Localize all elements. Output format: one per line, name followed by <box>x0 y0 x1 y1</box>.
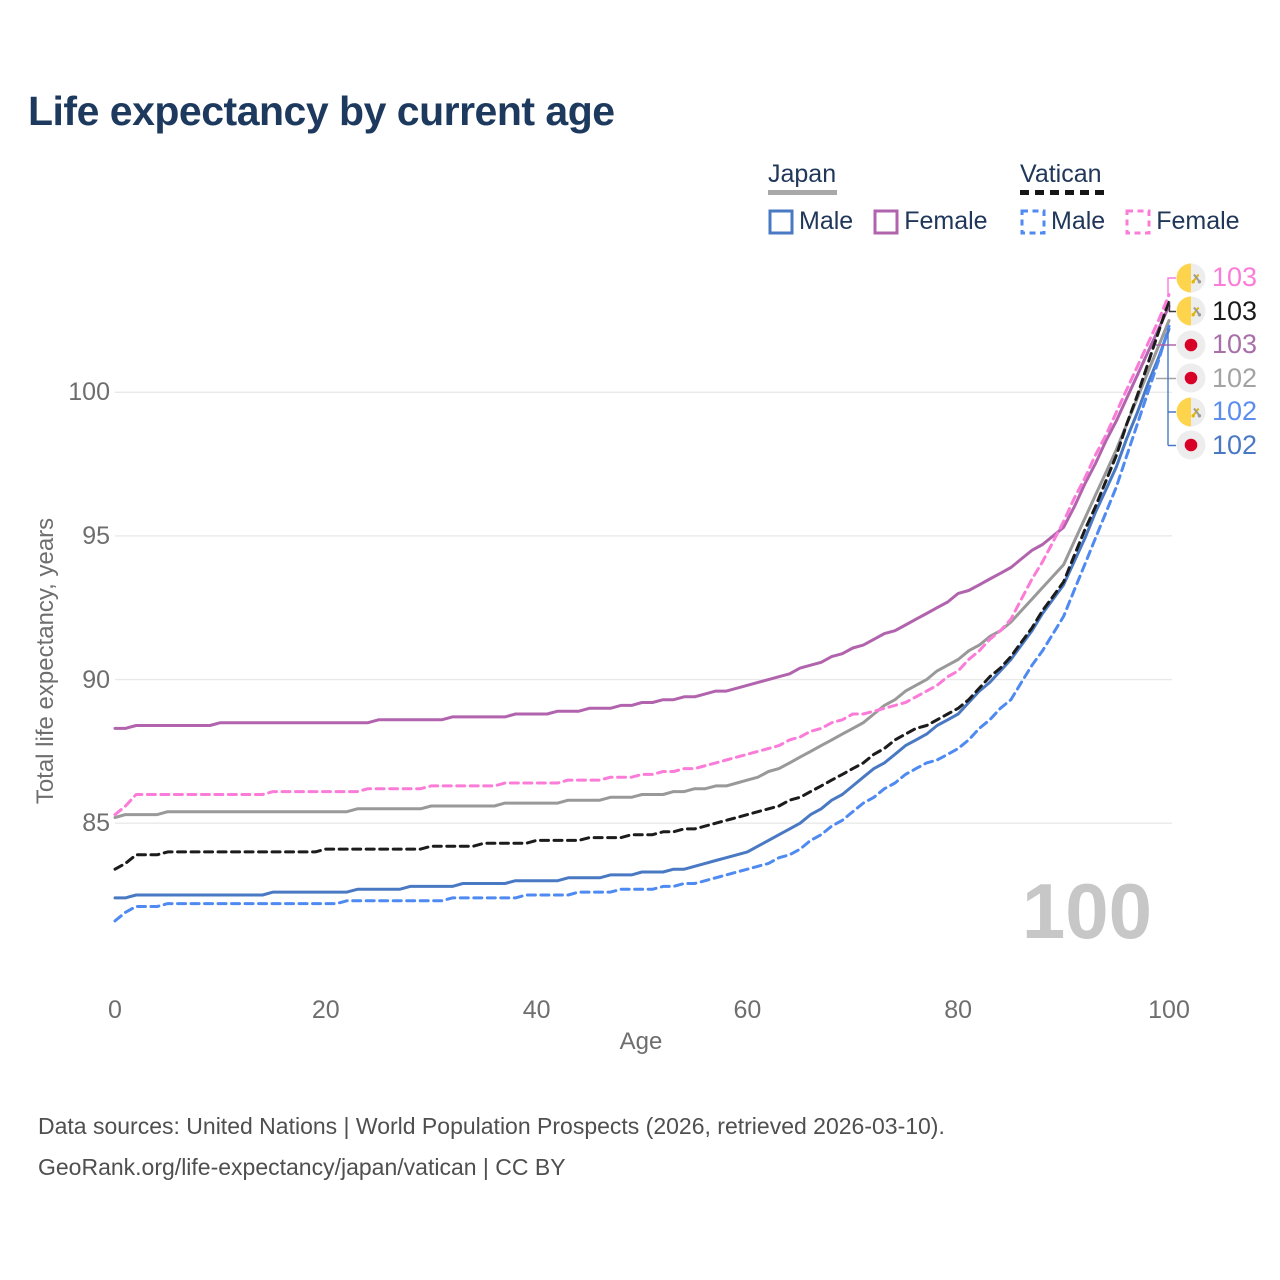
legend-swatch <box>1020 209 1046 234</box>
y-tick-85: 85 <box>82 809 110 838</box>
legend-swatch <box>768 209 794 234</box>
leader-line <box>1167 277 1176 297</box>
line-japan-female[interactable] <box>113 304 1171 730</box>
end-label-japan-female: 103 <box>1176 329 1257 360</box>
legend-country-underline <box>768 190 837 195</box>
y-tick-100: 100 <box>68 378 110 407</box>
y-tick-90: 90 <box>82 665 110 694</box>
legend-group-vatican: Vatican Male Female <box>1020 161 1240 236</box>
data-sources-line: Data sources: United Nations | World Pop… <box>38 1113 945 1139</box>
end-value: 102 <box>1212 396 1258 426</box>
legend-item-japan-male[interactable]: Male <box>768 207 853 236</box>
end-value: 103 <box>1212 295 1258 326</box>
x-tick-40: 40 <box>522 996 551 1024</box>
legend-item-japan-female[interactable]: Female <box>873 207 988 236</box>
japan-flag-icon <box>1176 363 1206 393</box>
legend-item-vatican-female[interactable]: Female <box>1125 207 1240 236</box>
end-label-vatican-male: 102 <box>1176 396 1257 427</box>
legend-item-label: Male <box>799 207 854 235</box>
page-title: Life expectancy by current age <box>28 88 615 134</box>
japan-flag-icon <box>1176 430 1206 460</box>
x-axis-label: Age <box>619 1028 663 1055</box>
end-label-vatican-female: 103 <box>1176 262 1257 293</box>
legend-swatch <box>1125 209 1151 234</box>
vatican-flag-icon <box>1176 296 1206 326</box>
japan-flag-icon <box>1176 330 1206 359</box>
end-label-japan-male: 102 <box>1176 430 1257 461</box>
y-axis-label: Total life expectancy, years <box>32 517 59 805</box>
x-tick-100: 100 <box>1148 996 1190 1024</box>
legend-item-label: Female <box>1156 207 1240 235</box>
end-value: 102 <box>1212 429 1258 460</box>
end-value: 103 <box>1212 329 1258 359</box>
x-tick-0: 0 <box>108 996 122 1024</box>
x-tick-80: 80 <box>944 996 973 1024</box>
x-tick-20: 20 <box>311 996 340 1024</box>
vatican-flag-icon <box>1176 397 1206 426</box>
legend-item-vatican-male[interactable]: Male <box>1020 207 1105 236</box>
legend-group-japan: Japan Male Female <box>768 161 988 236</box>
end-value: 102 <box>1212 362 1258 393</box>
legend-country-underline <box>1020 190 1107 195</box>
attribution-line: GeoRank.org/life-expectancy/japan/vatica… <box>38 1154 566 1180</box>
chart-plot[interactable] <box>0 0 1280 1080</box>
legend-country-label: Japan <box>768 160 837 188</box>
line-japan-male[interactable] <box>113 327 1171 900</box>
legend-country-label: Vatican <box>1020 160 1102 188</box>
legend-item-label: Female <box>904 207 988 235</box>
x-tick-60: 60 <box>733 996 762 1024</box>
end-value: 103 <box>1212 262 1258 292</box>
legend-item-label: Male <box>1051 207 1106 235</box>
line-vatican-male[interactable] <box>113 324 1171 923</box>
leader-line <box>1168 301 1176 313</box>
end-label-vatican-total: 103 <box>1176 296 1257 327</box>
line-vatican-female[interactable] <box>113 293 1171 817</box>
leader-line <box>1167 328 1176 447</box>
footer: Data sources: United Nations | World Pop… <box>38 1106 945 1188</box>
y-tick-95: 95 <box>82 521 110 550</box>
age-watermark: 100 <box>1021 867 1152 955</box>
vatican-flag-icon <box>1176 263 1206 292</box>
legend-swatch <box>873 209 899 234</box>
end-label-japan-total: 102 <box>1176 363 1257 394</box>
line-vatican-total[interactable] <box>113 298 1171 871</box>
